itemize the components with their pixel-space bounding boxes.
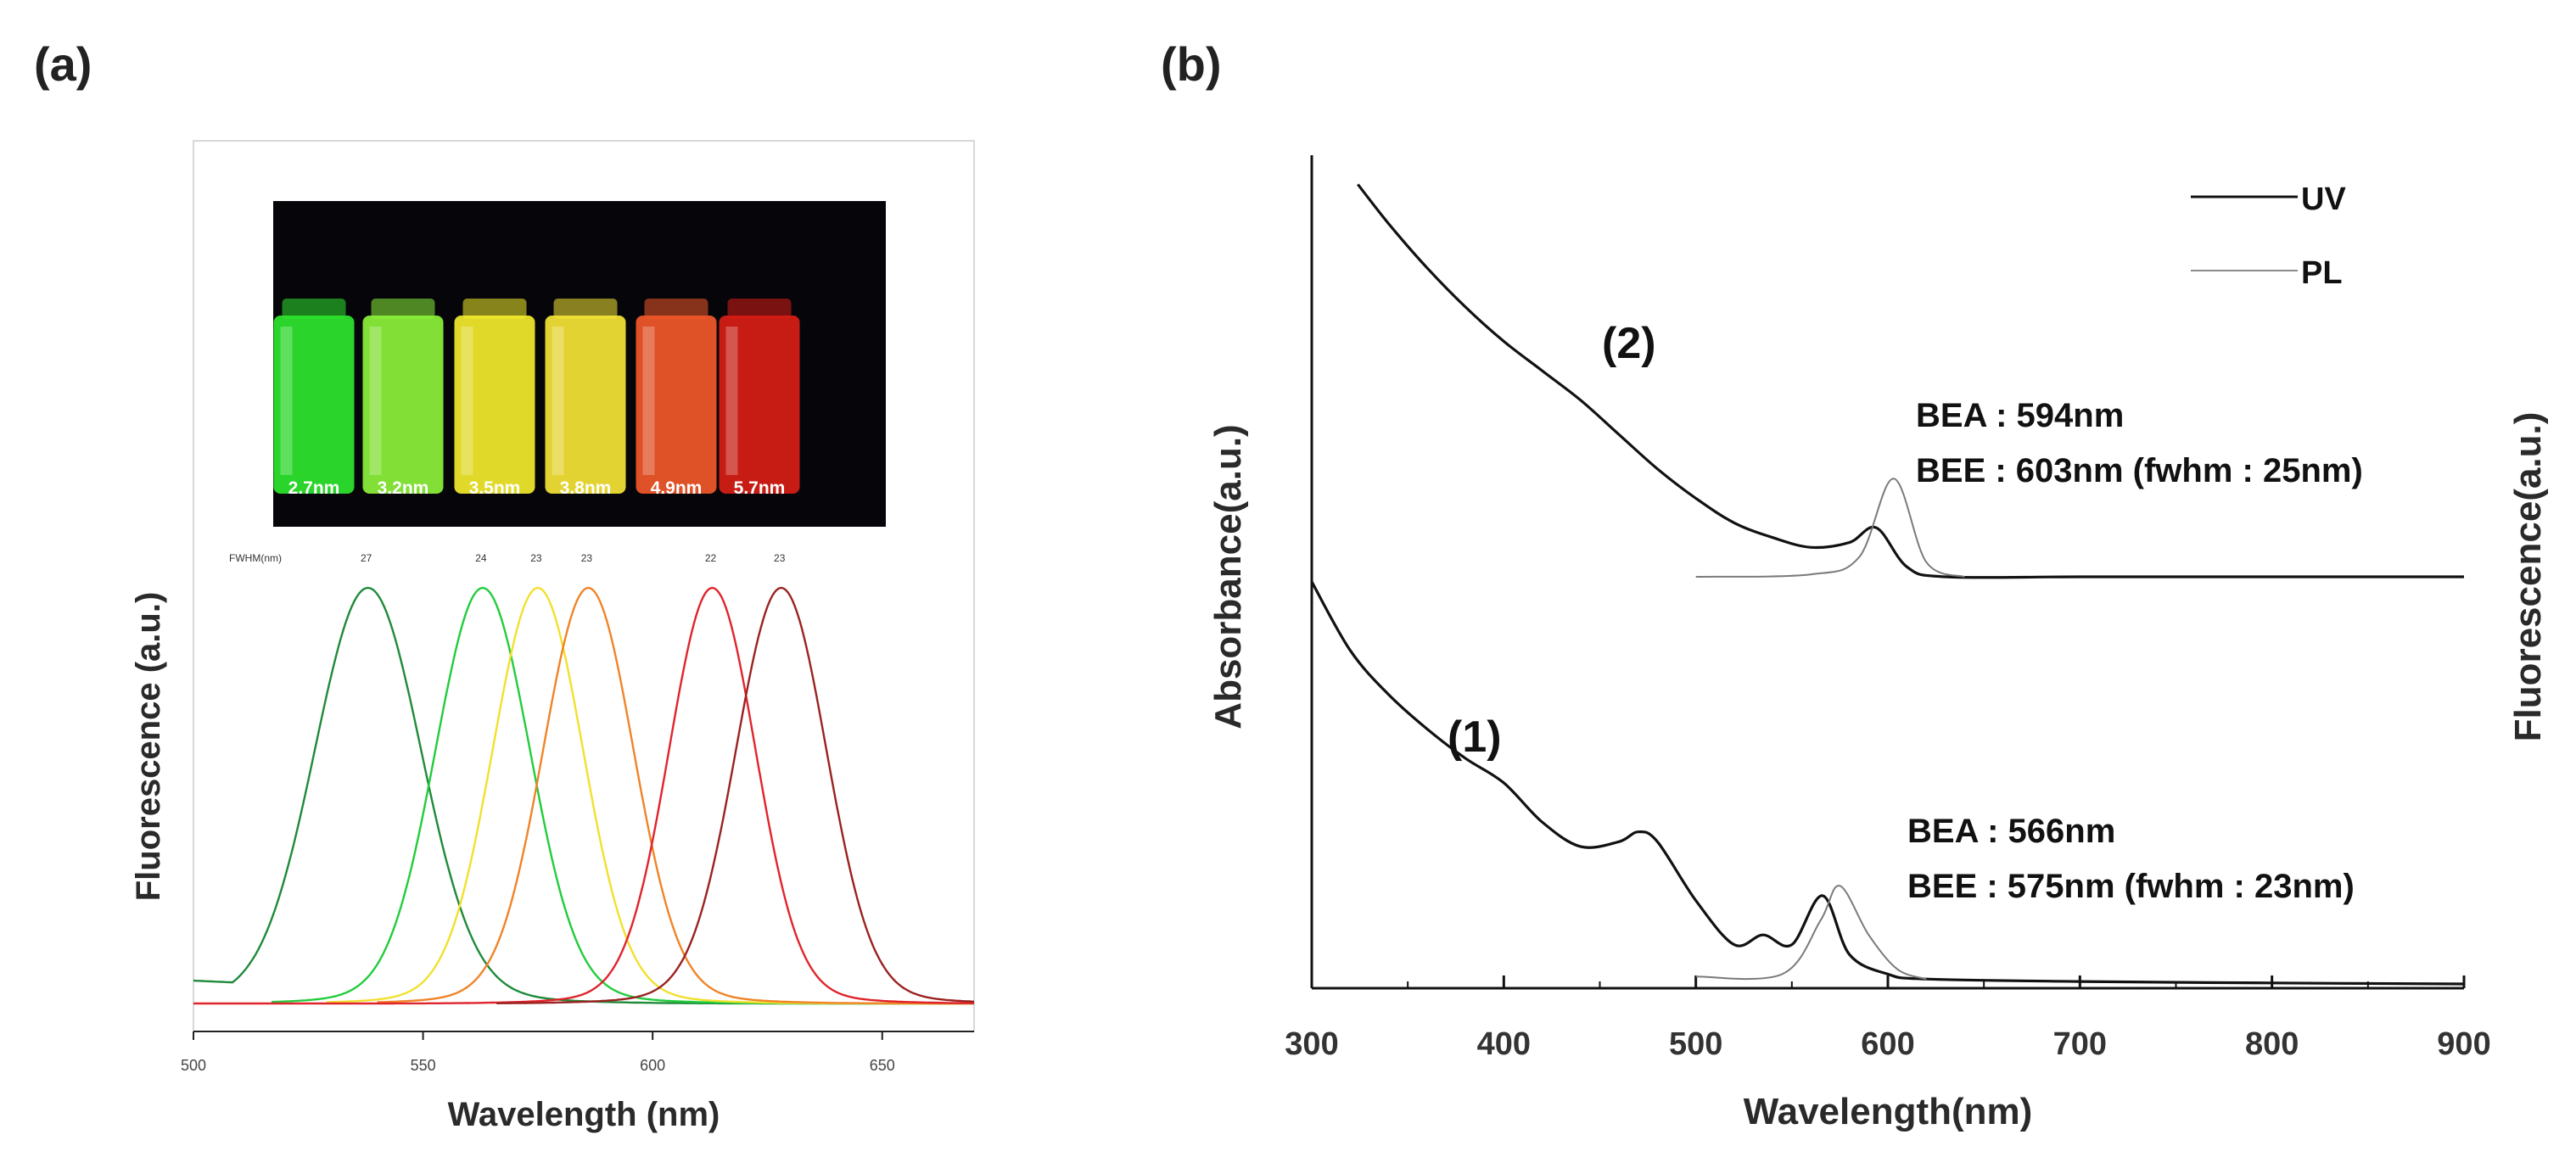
uv-curve-sample-2: [1357, 183, 2464, 579]
panel-a-y-title: Fluorescence (a.u.): [130, 592, 167, 902]
series-5.7nm-line: [496, 586, 975, 1004]
panel-b-x-tick-label: 300: [1285, 1026, 1338, 1062]
panel-a-x-ticks: 500 550 600 650: [181, 1031, 895, 1074]
panel-b-curves: [1310, 183, 2465, 986]
panel-b-y-title-left: Absorbance(a.u.): [1207, 424, 1249, 729]
fwhm-value-4: 23: [581, 552, 593, 564]
panel-b-label: (b): [1161, 37, 1222, 91]
series-3.8nm-line: [377, 586, 974, 1005]
uv-curve-sample-1: [1310, 581, 2465, 986]
fwhm-value-3: 23: [530, 552, 542, 564]
panel-b-y-title-right: Fluorescence(a.u.): [2507, 412, 2549, 742]
series-3.5nm-line: [326, 586, 974, 1005]
fwhm-value-2: 24: [475, 552, 487, 564]
inset-photo: 2.7nm 3.2nm 3.5nm 3.8nm 4.9nm 5.7nm: [273, 201, 886, 527]
vial-cap-2: [371, 299, 435, 319]
legend-pl-label: PL: [2301, 255, 2343, 291]
fwhm-header: FWHM(nm): [229, 552, 282, 564]
panel-a-x-tick-label: 550: [411, 1057, 436, 1074]
panel-b-plot: 300 400 500 600 700 800 900: [1285, 155, 2491, 1062]
fwhm-value-5: 22: [705, 552, 717, 564]
fwhm-value-1: 27: [361, 552, 372, 564]
panel-a-plot: 500 550 600 650: [181, 586, 975, 1074]
vial-highlight-1: [280, 327, 293, 475]
vial-cap-1: [282, 299, 346, 319]
vial-cap-3: [462, 299, 527, 319]
fwhm-value-6: 23: [774, 552, 786, 564]
vial-6: [719, 316, 800, 494]
panel-b-x-tick-label: 700: [2053, 1026, 2107, 1062]
vial-highlight-2: [369, 327, 382, 475]
sample-2-bea: BEA : 594nm: [1916, 397, 2124, 434]
vial-label-3: 3.5nm: [469, 478, 521, 498]
panel-a-label: (a): [34, 37, 92, 91]
vial-cap-6: [727, 299, 792, 319]
vial-label-4: 3.8nm: [560, 478, 612, 498]
vial-label-2: 3.2nm: [378, 478, 429, 498]
panel-b-x-tick-label: 500: [1669, 1026, 1722, 1062]
vial-label-6: 5.7nm: [734, 478, 786, 498]
legend-uv-label: UV: [2301, 182, 2346, 217]
vial-highlight-5: [642, 327, 655, 475]
inset-vials: 2.7nm 3.2nm 3.5nm 3.8nm 4.9nm 5.7nm: [273, 299, 800, 498]
vial-2: [362, 316, 444, 494]
fwhm-labels: 27 24 23 23 22 23: [361, 552, 786, 564]
panel-b-x-title: Wavelength(nm): [1744, 1091, 2033, 1132]
panel-b-x-tick-label: 900: [2437, 1026, 2490, 1062]
vial-5: [636, 316, 717, 494]
series-4.9nm-line: [193, 586, 974, 1005]
vial-cap-5: [644, 299, 708, 319]
series-2.7nm-line: [193, 586, 974, 1005]
panel-a-x-tick-label: 650: [870, 1057, 895, 1074]
vial-1: [273, 316, 355, 494]
panel-b-x-tick-label: 400: [1477, 1026, 1531, 1062]
vial-4: [545, 316, 626, 494]
pl-curve-sample-1: [1695, 885, 1927, 981]
vial-highlight-6: [725, 327, 738, 475]
sample-1-bee: BEE : 575nm (fwhm : 23nm): [1907, 868, 2355, 905]
series-3.2nm-line: [271, 586, 974, 1005]
panel-a-x-tick-label: 600: [640, 1057, 665, 1074]
panel-b-x-tick-label: 600: [1861, 1026, 1914, 1062]
sample-1-label: (1): [1448, 713, 1502, 762]
vial-label-1: 2.7nm: [288, 478, 340, 498]
panel-a-curves: [193, 586, 975, 1005]
sample-2-bee: BEE : 603nm (fwhm : 25nm): [1916, 452, 2363, 489]
panel-b-x-tick-label: 800: [2245, 1026, 2299, 1062]
panel-b-x-ticks: 300 400 500 600 700 800 900: [1285, 975, 2491, 1062]
vial-3: [454, 316, 535, 494]
panel-a-x-title: Wavelength (nm): [448, 1096, 720, 1133]
panel-b-legend: UV PL: [2191, 182, 2346, 291]
sample-1-bea: BEA : 566nm: [1907, 813, 2115, 850]
vial-label-5: 4.9nm: [651, 478, 703, 498]
vial-highlight-4: [552, 327, 564, 475]
sample-2-label: (2): [1602, 319, 1656, 368]
pl-curve-sample-2: [1695, 478, 1965, 578]
panel-a-x-tick-label: 500: [181, 1057, 206, 1074]
vial-highlight-3: [461, 327, 473, 475]
vial-cap-4: [553, 299, 618, 319]
